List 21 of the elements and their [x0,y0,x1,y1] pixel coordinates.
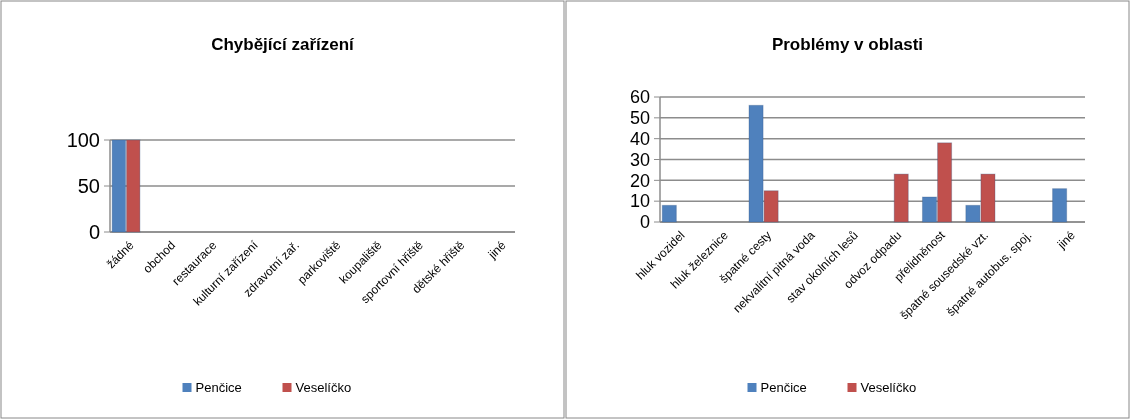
bar [1052,188,1068,223]
chart-title: Problémy v oblasti [771,35,924,54]
legend-label: Penčice [760,380,807,395]
legend-label: Veselíčko [860,380,917,395]
y-tick-label: 10 [629,191,650,212]
y-tick-label: 40 [629,128,650,149]
y-tick-label: 100 [66,129,100,151]
x-tick-label: jiné [1053,228,1078,253]
y-tick-label: 0 [639,212,650,233]
bar [661,204,677,223]
y-tick-label: 50 [77,175,100,197]
y-tick-label: 30 [629,149,650,170]
y-tick-label: 20 [629,170,650,191]
y-tick-label: 60 [629,87,650,108]
legend-label: Veselíčko [295,380,352,395]
bar [893,173,909,223]
chart-title: Chybějící zařízení [211,35,356,54]
y-tick-label: 0 [88,221,100,243]
x-tick-label: jiné [484,238,509,263]
legend-label: Penčice [195,380,242,395]
y-tick-label: 50 [629,108,650,129]
